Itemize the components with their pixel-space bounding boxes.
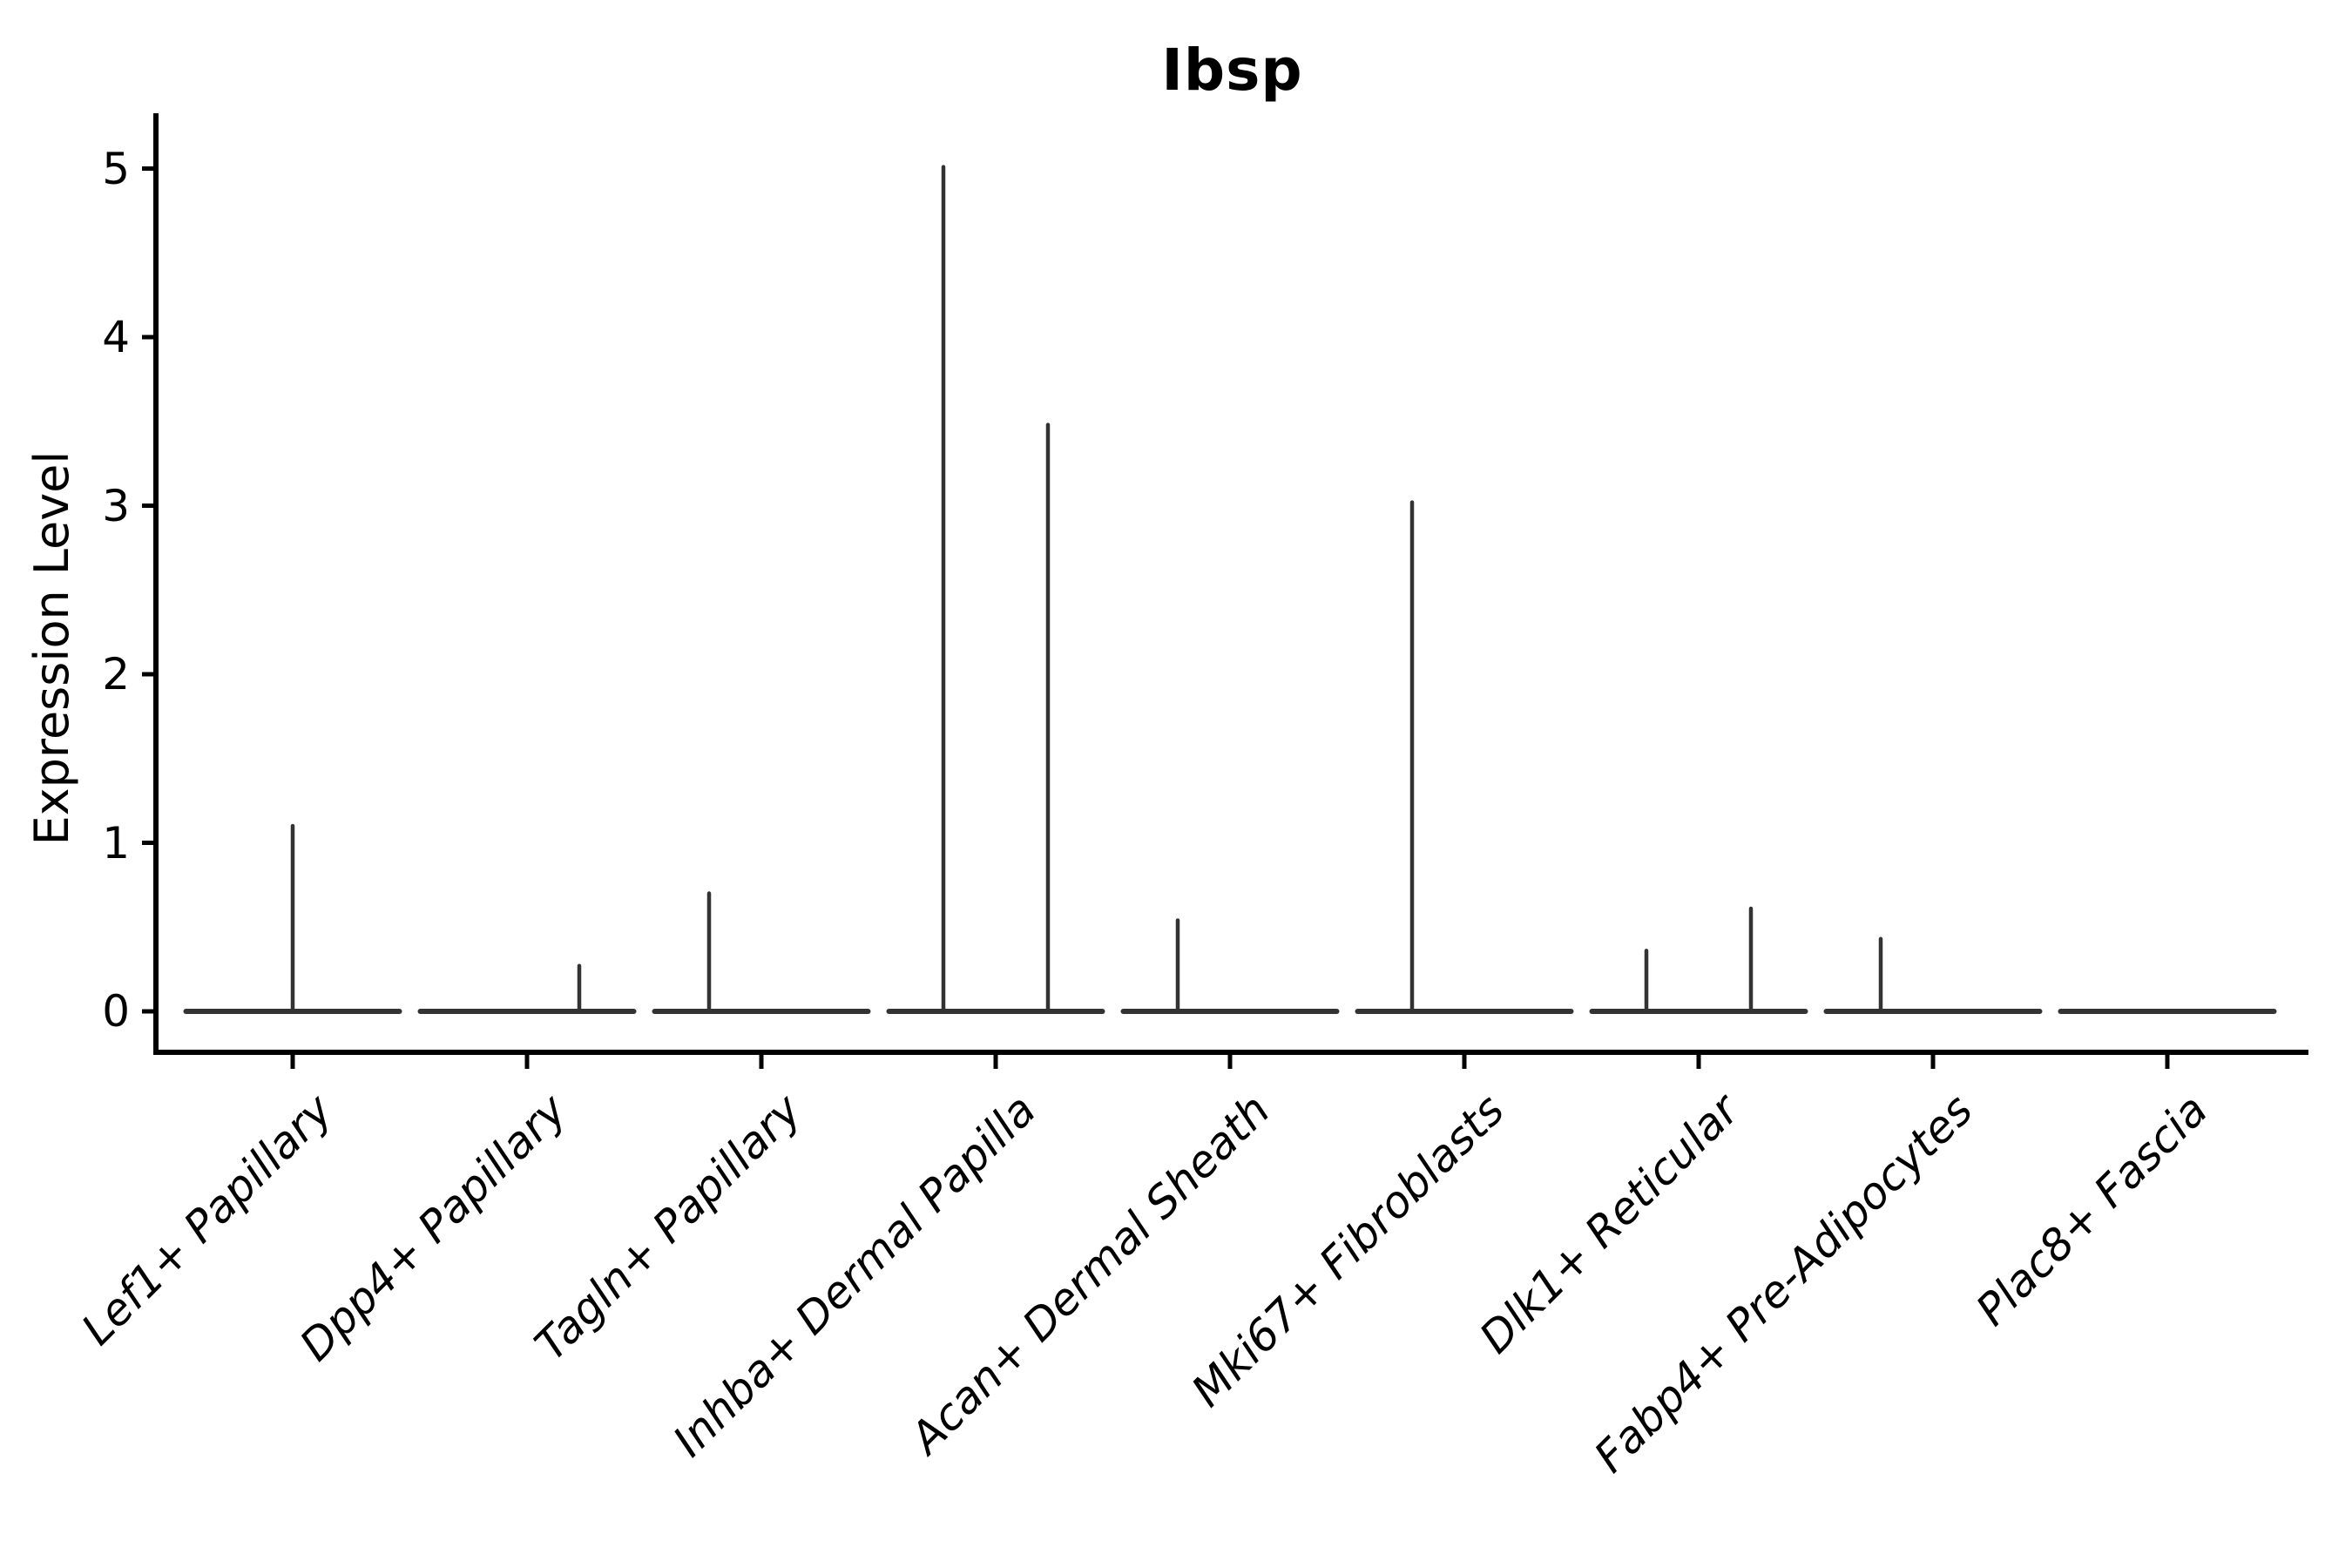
y-tick-label: 1 [102, 817, 130, 868]
y-tick-label: 4 [102, 312, 130, 362]
y-tick-label: 2 [102, 649, 130, 700]
y-tick-label: 0 [102, 986, 130, 1037]
y-tick-label: 5 [102, 143, 130, 194]
chart-title: Ibsp [1161, 37, 1303, 104]
y-tick-label: 3 [102, 480, 130, 531]
